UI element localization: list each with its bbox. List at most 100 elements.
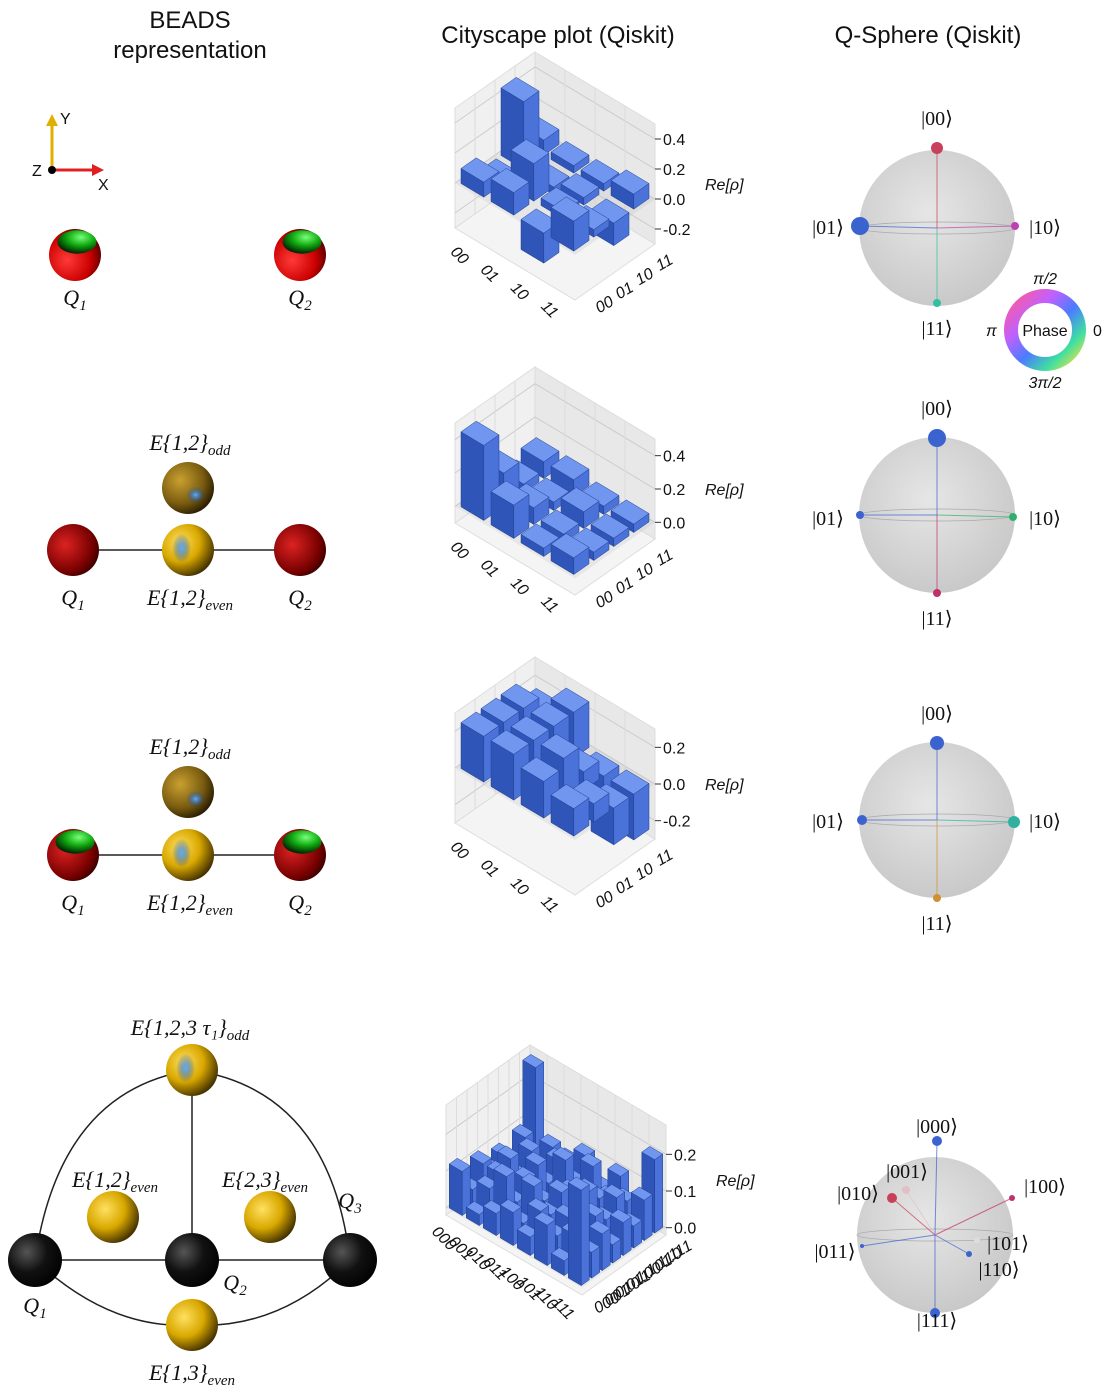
- bead-label: Q1: [61, 585, 84, 614]
- label-sub: 2: [304, 903, 312, 919]
- axis-label: Y: [60, 111, 71, 128]
- ket-label: |00⟩: [921, 398, 953, 420]
- label-sub: 2: [304, 298, 312, 314]
- bead-label: Q1: [23, 1293, 46, 1322]
- x-category-label: 01: [477, 557, 502, 582]
- bead-body: [166, 1299, 218, 1351]
- column-header: BEADSrepresentation: [113, 7, 266, 64]
- state-dot: [1009, 1195, 1015, 1201]
- x-category-label: 01: [477, 857, 502, 882]
- y-category-label: 01: [613, 874, 637, 898]
- ket-label: |01⟩: [812, 508, 844, 530]
- label-sub: even: [206, 598, 233, 614]
- x-category-label: 00: [447, 839, 472, 864]
- ket-label: |010⟩: [837, 1183, 879, 1205]
- z-tick-label: 0.2: [663, 162, 685, 179]
- axis-label: Z: [32, 163, 42, 180]
- bar-side: [449, 1164, 462, 1216]
- ket-label: |110⟩: [978, 1259, 1019, 1281]
- bead-cap: [58, 230, 97, 253]
- state-dot: [933, 299, 941, 307]
- z-tick-label: 0.2: [663, 482, 685, 499]
- bead: [49, 229, 101, 281]
- ket-label: |10⟩: [1029, 217, 1061, 239]
- bead: [162, 766, 214, 818]
- state-dot: [856, 511, 864, 519]
- bar-side: [581, 1185, 589, 1286]
- state-dot: [931, 142, 943, 154]
- state-dot: [933, 894, 941, 902]
- bead: [47, 524, 99, 576]
- x-category-label: 11: [537, 298, 561, 322]
- z-tick-label: 0.2: [674, 1147, 696, 1164]
- bead-body: [165, 1233, 219, 1287]
- q-sphere: |000⟩|001⟩|010⟩|100⟩|011⟩|101⟩|110⟩|111⟩: [814, 1116, 1065, 1332]
- state-dot: [966, 1251, 972, 1257]
- bead-label: Q2: [223, 1270, 247, 1299]
- label-base: Q: [63, 285, 79, 310]
- label-base: Q: [61, 585, 77, 610]
- z-tick-label: 0.2: [663, 740, 685, 757]
- bead-body: [323, 1233, 377, 1287]
- label-base: Q: [61, 890, 77, 915]
- bar-side: [644, 1195, 652, 1241]
- y-category-label: 11: [653, 847, 676, 870]
- ket-label: |10⟩: [1029, 508, 1061, 530]
- state-dot: [851, 217, 869, 235]
- z-tick-label: -0.2: [663, 222, 691, 239]
- bead-label: E{1,3}even: [148, 1360, 235, 1389]
- bead-body: [274, 524, 326, 576]
- ket-label: |011⟩: [814, 1241, 855, 1263]
- bead-label: Q1: [61, 890, 84, 919]
- wheel-tick: 3π/2: [1029, 375, 1062, 392]
- bead-label: Q2: [288, 585, 312, 614]
- z-tick-label: 0.4: [663, 132, 685, 149]
- q-sphere: |00⟩|01⟩|10⟩|11⟩: [812, 398, 1061, 630]
- label-base: E{1,2}: [148, 430, 208, 455]
- label-sub: even: [206, 903, 233, 919]
- z-axis-label: Re[ρ]: [705, 177, 744, 194]
- state-dot: [928, 429, 946, 447]
- bar-side: [461, 432, 484, 521]
- label-sub: even: [208, 1373, 235, 1389]
- ket-label: |100⟩: [1024, 1176, 1066, 1198]
- z-axis-label: Re[ρ]: [716, 1173, 755, 1190]
- z-tick-label: 0.0: [663, 777, 685, 794]
- y-category-label: 11: [653, 547, 676, 570]
- column-header: Cityscape plot (Qiskit): [441, 22, 674, 49]
- label-base: E{1,3}: [148, 1360, 208, 1385]
- bead-cap: [56, 830, 95, 853]
- x-category-label: 10: [507, 280, 532, 305]
- z-tick-label: 0.4: [663, 449, 685, 466]
- label-base: Q: [223, 1270, 239, 1295]
- bead-label: E{1,2}even: [146, 890, 233, 919]
- bead: [274, 229, 326, 281]
- label-sub: even: [131, 1180, 158, 1196]
- q-sphere: |00⟩|01⟩|10⟩|11⟩: [812, 703, 1061, 935]
- ket-label: |111⟩: [917, 1310, 957, 1332]
- label-sub: odd: [208, 747, 231, 763]
- label-sub: 1: [79, 298, 87, 314]
- ket-label: |00⟩: [921, 108, 953, 130]
- label-base: E{1,2}: [148, 734, 208, 759]
- bead: [166, 1299, 218, 1351]
- bead: [244, 1191, 296, 1243]
- bead: [162, 829, 214, 881]
- label-sub: even: [281, 1180, 308, 1196]
- y-category-label: 10: [633, 860, 657, 884]
- x-category-label: 00: [447, 539, 472, 564]
- y-category-label: 10: [633, 265, 657, 289]
- label-base: E{1,2}: [146, 890, 206, 915]
- bead-spot: [176, 1052, 199, 1088]
- bar-side: [623, 1217, 631, 1256]
- bead-spot: [186, 790, 209, 811]
- label-sub: 1: [77, 598, 85, 614]
- bead: [165, 1233, 219, 1287]
- y-category-label: 00: [593, 888, 617, 912]
- bead-spot: [172, 532, 195, 568]
- ket-label: |101⟩: [987, 1233, 1029, 1255]
- label-base: Q: [288, 890, 304, 915]
- label-base: E{1,2,3 τ₁}: [130, 1015, 227, 1040]
